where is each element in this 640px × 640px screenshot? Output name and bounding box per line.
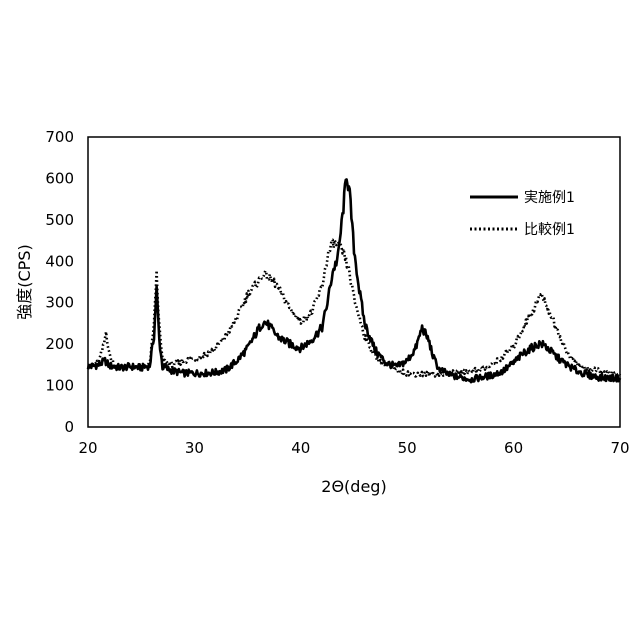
x-tick-label: 40 — [291, 439, 310, 457]
x-tick-label: 30 — [185, 439, 204, 457]
y-tick-labels: 0 100 200 300 400 500 600 700 — [45, 128, 74, 436]
x-tick-labels: 20 30 40 50 60 70 — [78, 439, 629, 457]
y-axis-title: 強度(CPS) — [15, 244, 34, 319]
x-tick-label: 70 — [610, 439, 629, 457]
y-tick-label: 700 — [45, 128, 74, 146]
plot-area-frame — [88, 137, 620, 427]
legend-label-series-1: 実施例1 — [524, 190, 575, 206]
y-tick-label: 400 — [45, 252, 74, 270]
y-tick-label: 100 — [45, 377, 74, 395]
series-line-2 — [88, 240, 620, 377]
y-tick-label: 600 — [45, 169, 74, 187]
y-tick-label: 200 — [45, 335, 74, 353]
legend: 実施例1 比較例1 — [470, 190, 575, 238]
y-tick-label: 500 — [45, 211, 74, 229]
x-axis-title: 2Θ(deg) — [321, 477, 386, 496]
y-tick-label: 300 — [45, 294, 74, 312]
series-layer — [88, 180, 620, 383]
x-tick-label: 20 — [78, 439, 97, 457]
x-tick-label: 50 — [398, 439, 417, 457]
series-line-1 — [88, 180, 620, 383]
y-tick-label: 0 — [64, 418, 74, 436]
x-tick-label: 60 — [504, 439, 523, 457]
legend-label-series-2: 比較例1 — [524, 222, 575, 238]
